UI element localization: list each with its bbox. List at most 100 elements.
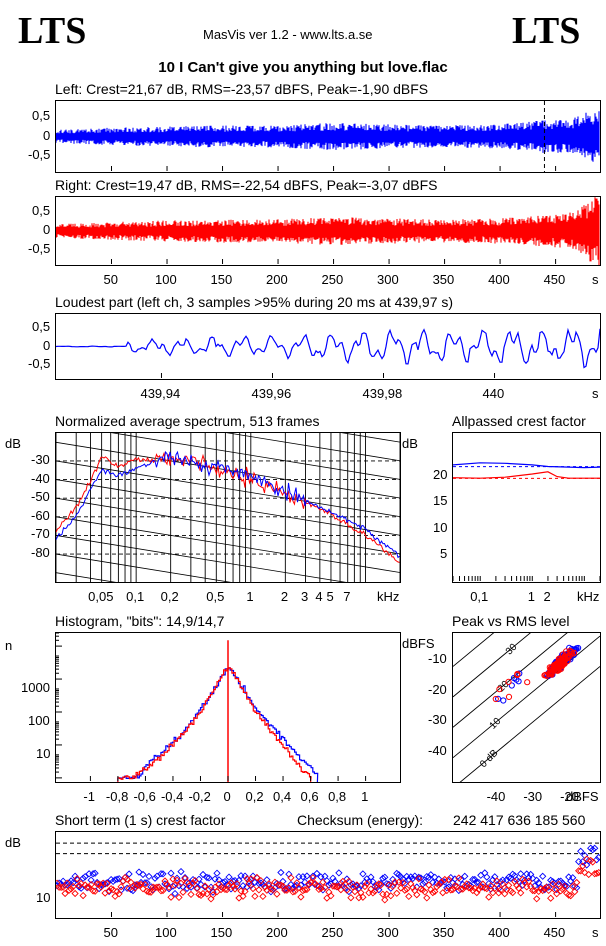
track-title: 10 I Can't give you anything but love.fl… — [158, 59, 448, 76]
spectrum-left-trace — [56, 450, 400, 559]
peak-rms-point — [556, 665, 563, 672]
allpassed-y-unit: dB — [402, 436, 418, 451]
short-term-point — [57, 883, 65, 892]
spectrum-panel — [55, 432, 401, 583]
short-term-point — [401, 886, 409, 894]
short-term-xtick: 450 — [543, 925, 566, 940]
short-term-point — [277, 868, 285, 877]
histogram-xtick: 0,6 — [300, 789, 319, 804]
right-waveform-xtick: 400 — [488, 272, 510, 287]
spectrum-right-trace — [56, 451, 400, 563]
spectrum-ytick: -30 — [31, 451, 50, 467]
short-term-point — [563, 889, 571, 897]
short-term-point — [177, 879, 185, 887]
short-term-point — [111, 876, 119, 884]
short-term-point — [593, 869, 600, 878]
short-term-point — [83, 883, 91, 891]
short-term-point — [417, 885, 425, 893]
short-term-point — [265, 880, 273, 888]
short-term-point — [415, 873, 423, 881]
spectrum-xtick: 0,5 — [206, 589, 225, 604]
short-term-point — [387, 892, 395, 900]
short-term-point — [577, 847, 585, 855]
short-term-point — [107, 885, 115, 893]
short-term-point — [81, 873, 89, 881]
short-term-point — [309, 874, 317, 882]
short-term-point — [435, 881, 443, 889]
left-waveform-ytick: 0,5 — [32, 107, 51, 123]
short-term-point — [593, 856, 600, 864]
short-term-point — [79, 891, 87, 900]
short-term-point — [225, 881, 233, 889]
short-term-point — [417, 874, 425, 882]
short-term-point — [455, 874, 463, 882]
short-term-point — [461, 872, 469, 880]
short-term-point — [539, 886, 547, 895]
short-term-point — [397, 884, 405, 892]
short-term-point — [351, 887, 359, 896]
short-term-point — [555, 877, 563, 886]
spectrum-slope-line — [341, 433, 400, 443]
short-term-point — [375, 880, 383, 888]
short-term-point — [319, 878, 327, 886]
short-term-point — [103, 879, 111, 888]
short-term-point — [381, 896, 389, 904]
short-term-point — [169, 875, 177, 883]
short-term-point — [517, 889, 525, 897]
histogram-xtick: 1 — [361, 789, 369, 804]
short-term-point — [415, 875, 423, 883]
short-term-point — [505, 873, 513, 881]
spectrum-ytick: -40 — [31, 470, 50, 486]
short-term-point — [59, 883, 67, 891]
short-term-point — [65, 886, 73, 894]
short-term-point — [475, 885, 483, 894]
short-term-point — [287, 874, 295, 882]
loudest-part-xtick: 439,98 — [362, 386, 403, 401]
short-term-point — [183, 884, 191, 893]
short-term-point — [393, 869, 401, 878]
short-term-point — [479, 883, 487, 891]
short-term-point — [255, 886, 263, 894]
short-term-point — [177, 867, 185, 876]
allpassed-ytick: 5 — [440, 546, 448, 562]
peak-rms-ytick: -40 — [428, 742, 447, 758]
short-term-point — [457, 875, 465, 884]
short-term-point — [505, 881, 513, 889]
short-term-point — [145, 888, 153, 896]
short-term-point — [205, 885, 213, 893]
short-term-point — [213, 869, 221, 877]
short-term-point — [153, 872, 161, 880]
short-term-point — [257, 877, 265, 885]
short-term-point — [189, 879, 197, 887]
short-term-point — [205, 874, 213, 882]
short-term-point — [79, 874, 87, 882]
short-term-crest-panel-svg — [56, 842, 600, 917]
checksum-label: Checksum (energy): — [297, 812, 424, 828]
short-term-point — [123, 875, 131, 883]
spectrum-slope-line — [56, 460, 400, 518]
peak-rms-diagonal — [453, 633, 568, 728]
short-term-point — [207, 895, 215, 903]
short-term-point — [145, 872, 153, 881]
right-waveform-xtick: 200 — [266, 272, 288, 287]
short-term-point — [519, 881, 527, 889]
short-term-point — [187, 890, 195, 899]
short-term-point — [359, 893, 367, 901]
short-term-point — [469, 886, 477, 895]
short-term-point — [91, 869, 99, 877]
short-term-xtick: 400 — [488, 925, 510, 940]
short-term-point — [271, 878, 279, 886]
spectrum-slope-line — [56, 553, 232, 582]
histogram-xtick: -0,4 — [160, 789, 184, 804]
loudest-part-ytick: -0,5 — [28, 355, 51, 371]
short-term-point — [67, 885, 75, 893]
peak-rms-xtick: -20 — [560, 789, 579, 804]
short-term-point — [517, 870, 525, 878]
short-term-point — [363, 879, 371, 888]
short-term-point — [591, 870, 599, 878]
short-term-point — [303, 885, 311, 894]
short-term-point — [401, 879, 409, 888]
peak-vs-rms-panel: 0 dB10203040 — [452, 632, 601, 783]
short-term-point — [553, 885, 561, 894]
short-term-point — [263, 886, 271, 894]
